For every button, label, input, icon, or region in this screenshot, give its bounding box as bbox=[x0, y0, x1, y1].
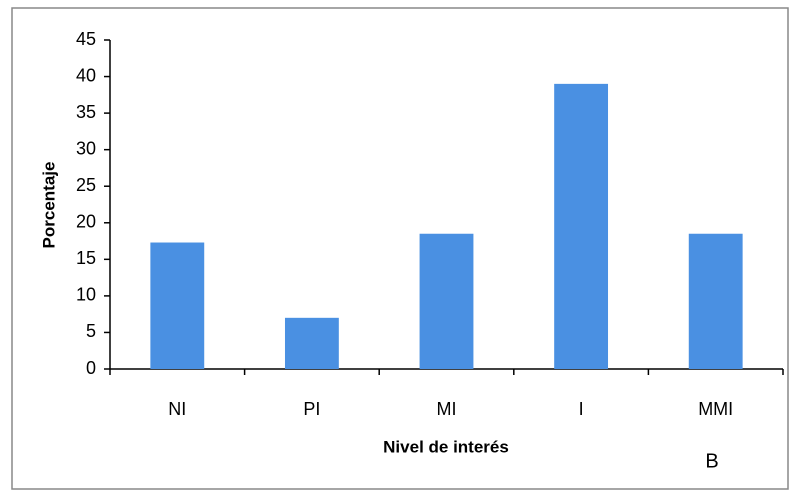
y-tick-label: 25 bbox=[76, 175, 96, 195]
x-tick-label: I bbox=[579, 399, 584, 419]
bar bbox=[284, 317, 339, 369]
bar bbox=[688, 233, 743, 369]
bar bbox=[554, 83, 609, 369]
y-tick-label: 10 bbox=[76, 285, 96, 305]
y-tick-label: 5 bbox=[86, 321, 96, 341]
y-tick-label: 15 bbox=[76, 248, 96, 268]
x-tick-label: NI bbox=[168, 399, 186, 419]
y-tick-label: 20 bbox=[76, 212, 96, 232]
x-tick-label: PI bbox=[303, 399, 320, 419]
y-tick-label: 35 bbox=[76, 102, 96, 122]
y-tick-label: 40 bbox=[76, 65, 96, 85]
x-tick-label: MI bbox=[437, 399, 457, 419]
y-tick-label: 45 bbox=[76, 29, 96, 49]
bar bbox=[150, 242, 205, 369]
y-axis-label: Porcentaje bbox=[39, 162, 58, 249]
annotation: B bbox=[705, 450, 718, 472]
y-tick-label: 30 bbox=[76, 138, 96, 158]
x-axis-label: Nivel de interés bbox=[383, 437, 509, 456]
y-tick-label: 0 bbox=[86, 358, 96, 378]
chart-border bbox=[11, 7, 789, 490]
x-tick-label: MMI bbox=[698, 399, 733, 419]
bar bbox=[419, 233, 474, 369]
